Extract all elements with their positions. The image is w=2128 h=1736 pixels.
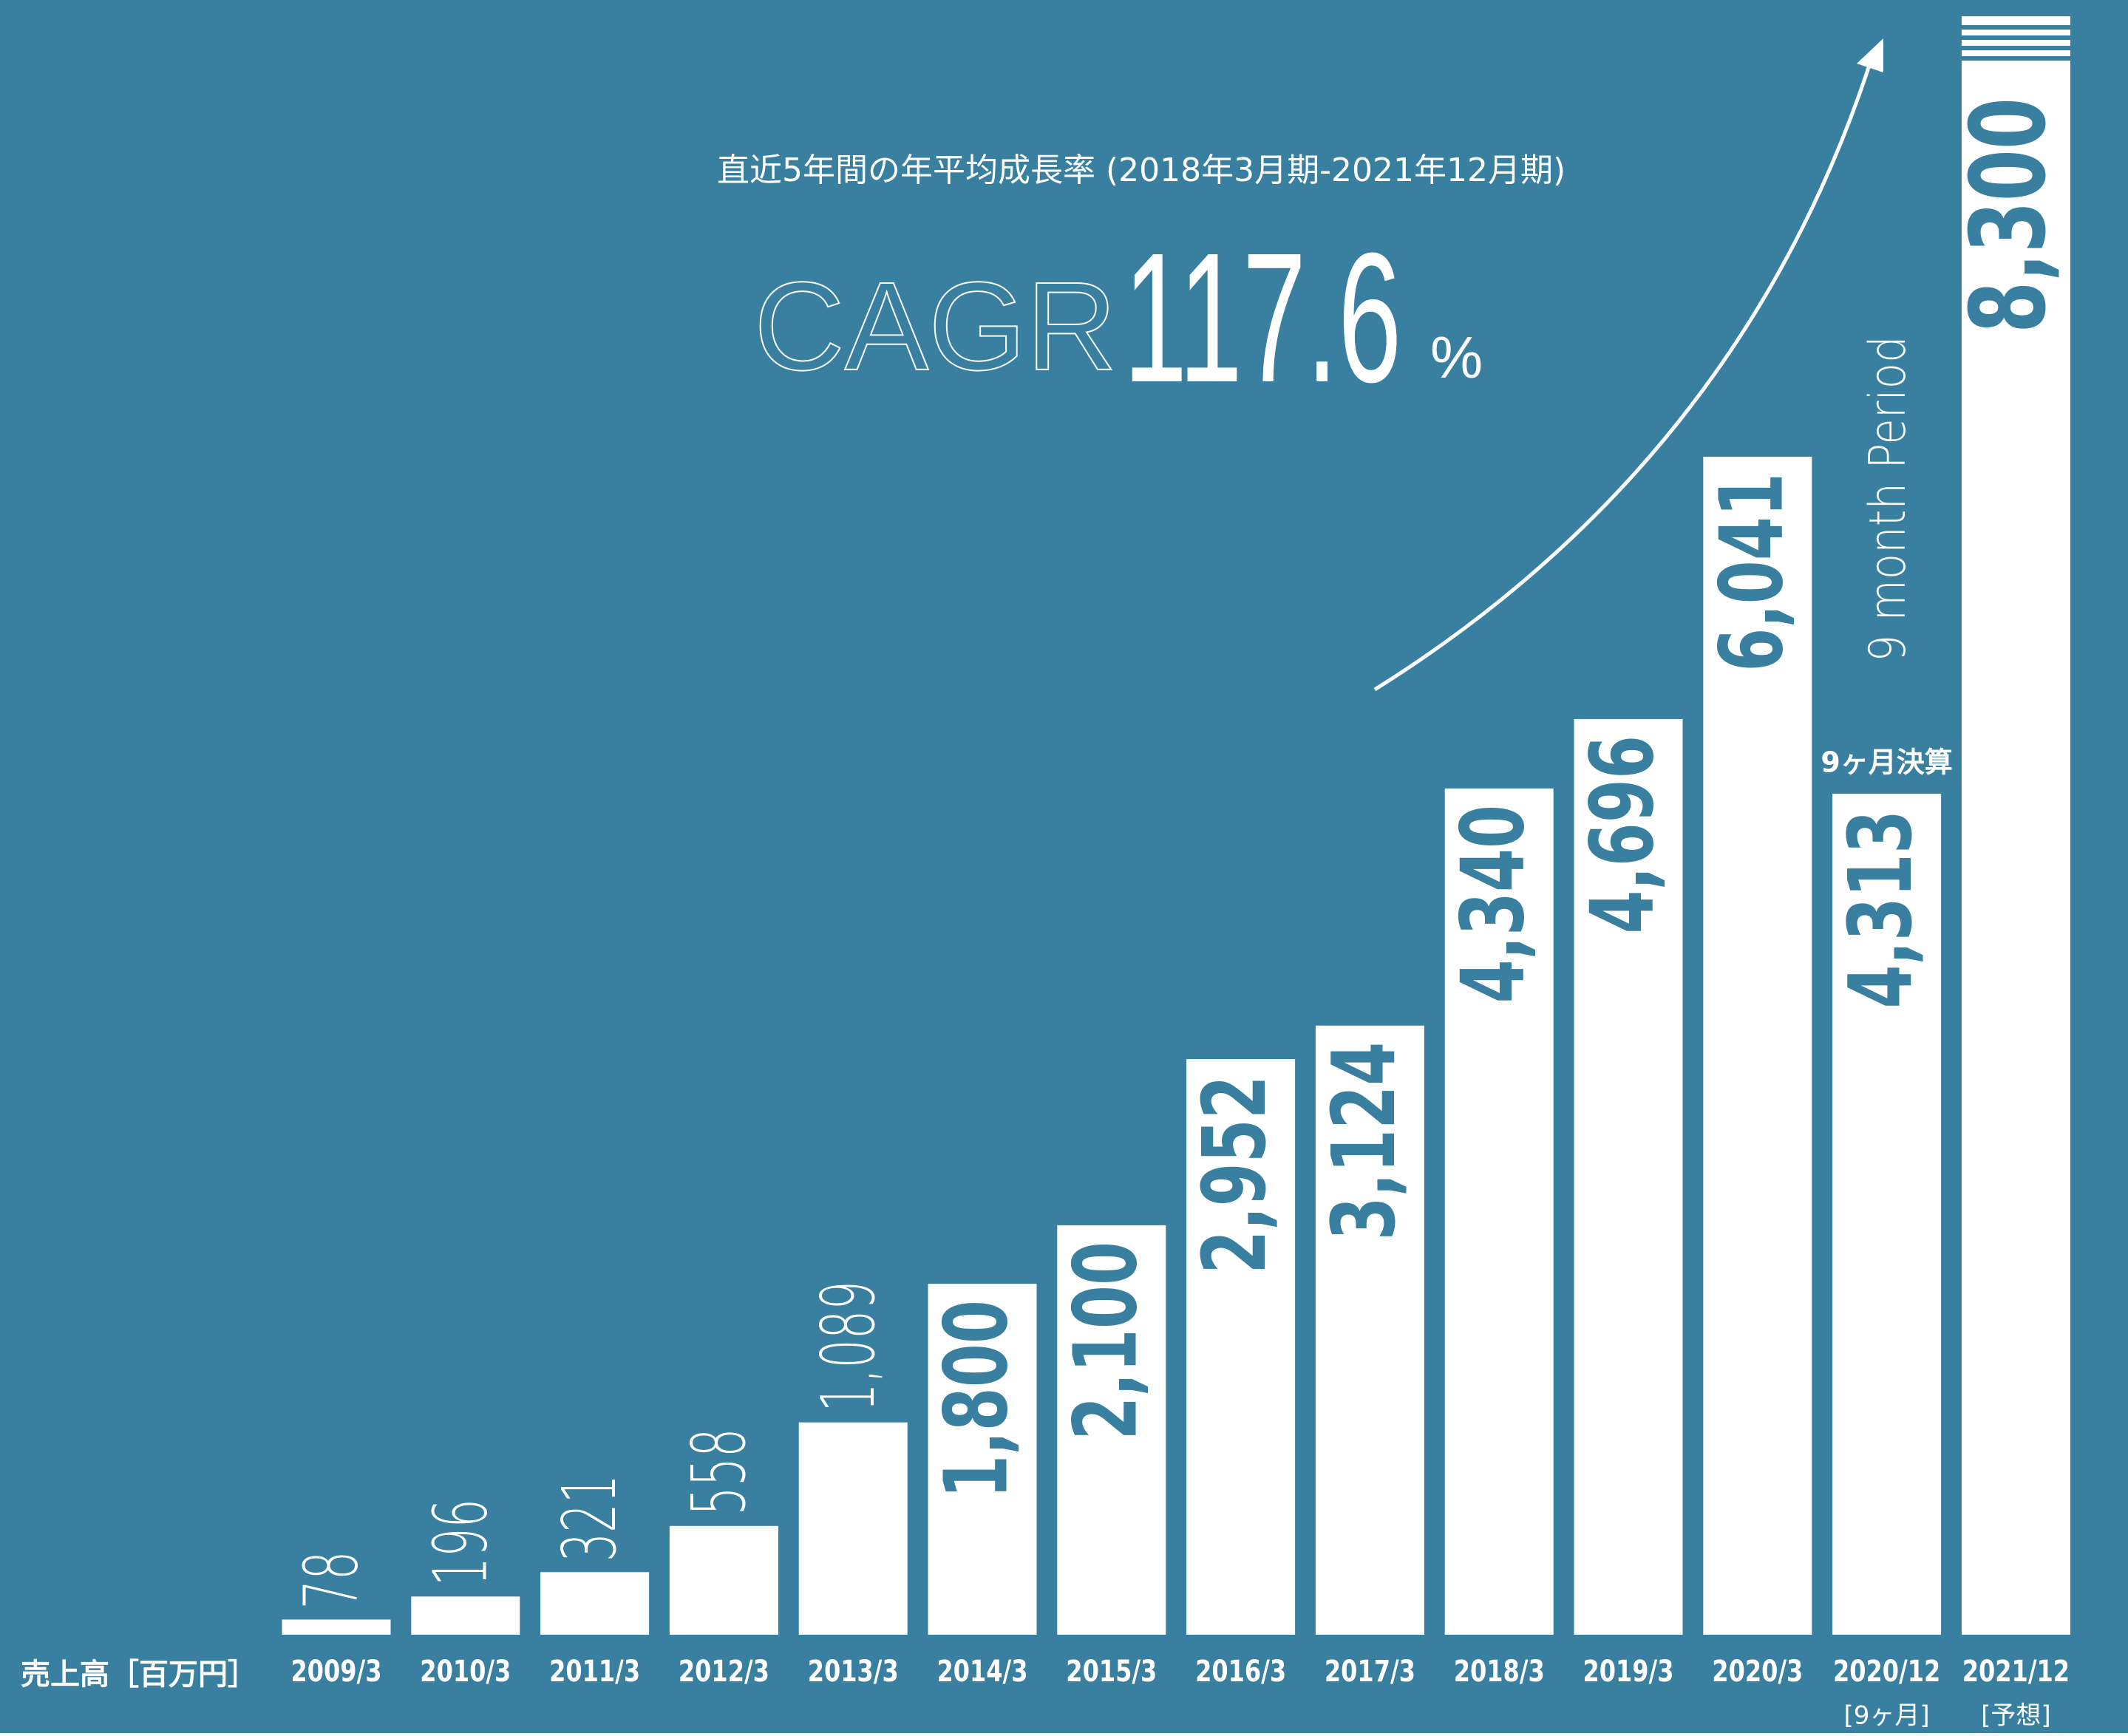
chart-title: 直近5年間の年平均成長率 (2018年3月期-2021年12月期) (717, 152, 1566, 189)
x-tick-label: 2019/3 (1583, 1653, 1673, 1688)
bar-break (1959, 25, 2072, 30)
bar (798, 1422, 908, 1635)
x-tick-label: 2012/3 (679, 1653, 769, 1688)
bar (669, 1525, 778, 1635)
annotation: 9 month Period (1857, 336, 1917, 661)
bar-break (1959, 46, 2072, 50)
arrow-head (1857, 38, 1883, 72)
growth-arrow (1373, 51, 1876, 692)
x-tick-label: 2020/12 (1833, 1653, 1940, 1688)
value-label: 1,800 (927, 1300, 1028, 1499)
cagr-label: CAGR (754, 256, 1117, 397)
value-label: 4,696 (1573, 735, 1674, 934)
bar (282, 1619, 391, 1635)
value-label: 2,100 (1055, 1242, 1157, 1440)
value-label: 1,089 (805, 1281, 891, 1412)
value-label: 8,300 (1948, 98, 2069, 333)
y-axis-label: 売上高［百万円］ (21, 1658, 257, 1692)
x-tick-label: 2009/3 (290, 1653, 381, 1688)
x-tick-label: 2011/3 (549, 1653, 640, 1688)
x-tick-label: 2017/3 (1325, 1653, 1415, 1688)
value-label: 4,340 (1444, 805, 1545, 1004)
bar (1961, 16, 2070, 1635)
bar (1832, 793, 1942, 1635)
x-tick-label: 2016/3 (1195, 1653, 1286, 1688)
bar-break (1959, 56, 2072, 61)
cagr-unit: % (1430, 324, 1483, 390)
x-tick-label: 2010/3 (420, 1653, 511, 1688)
bar (1574, 718, 1683, 1635)
bar (1186, 1059, 1296, 1635)
bar (1315, 1025, 1424, 1635)
value-label: 4,313 (1831, 810, 1932, 1009)
x-tick-label: 2014/3 (936, 1653, 1027, 1688)
value-label: 6,041 (1702, 473, 1803, 672)
bar (1057, 1225, 1166, 1635)
x-tick-label: 2020/3 (1712, 1653, 1803, 1688)
value-label: 196 (418, 1499, 504, 1586)
bar (1703, 457, 1812, 1635)
x-sub-label: [予想] (1981, 1701, 2051, 1731)
x-sub-label: [9ヶ月] (1844, 1701, 1930, 1731)
value-label: 558 (676, 1428, 762, 1515)
bar (928, 1284, 1037, 1635)
x-tick-label: 2013/3 (808, 1653, 899, 1688)
x-tick-label: 2018/3 (1454, 1653, 1545, 1688)
x-tick-label: 2021/12 (1962, 1653, 2070, 1688)
annotation: 9ヶ月決算 (1821, 746, 1952, 779)
bar (540, 1572, 650, 1635)
value-label: 321 (547, 1474, 633, 1562)
bar (1444, 788, 1554, 1635)
x-tick-label: 2015/3 (1066, 1653, 1157, 1688)
cagr-value: 117.6 (1124, 215, 1401, 421)
bar (411, 1596, 520, 1635)
value-label: 78 (288, 1551, 375, 1610)
bar-break (1959, 35, 2072, 40)
value-label: 3,124 (1314, 1042, 1415, 1241)
value-label: 2,952 (1185, 1075, 1286, 1274)
